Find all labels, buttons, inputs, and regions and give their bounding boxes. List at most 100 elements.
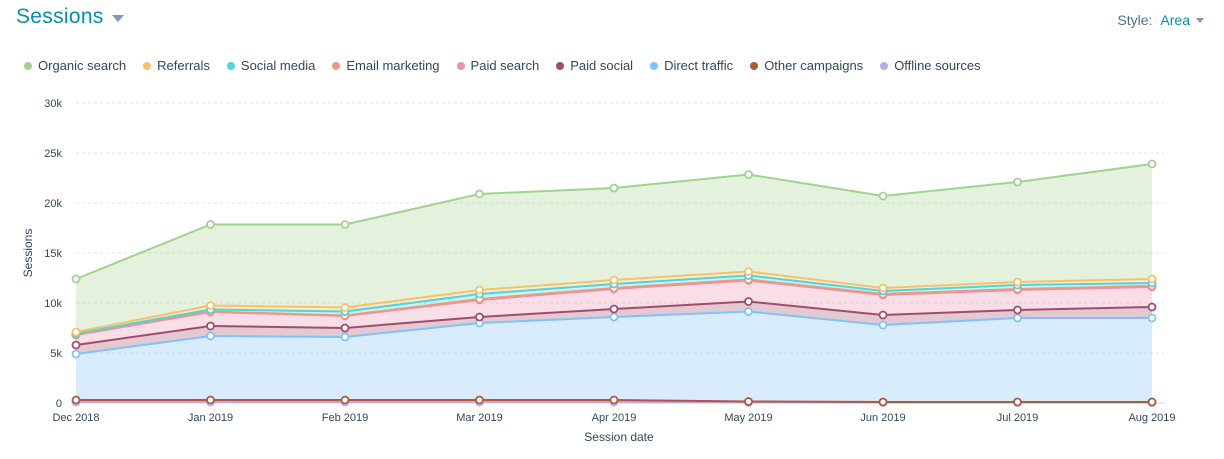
x-tick-label: Jul 2019 bbox=[997, 412, 1039, 424]
legend-dot-icon bbox=[880, 61, 889, 70]
chart-legend: Organic search Referrals Social media Email… bbox=[24, 58, 998, 73]
legend-dot-icon bbox=[332, 61, 341, 70]
data-point-organic-search bbox=[340, 220, 350, 229]
legend-label: Direct traffic bbox=[664, 58, 734, 73]
legend-dot-icon bbox=[226, 61, 235, 70]
x-tick-label: Mar 2019 bbox=[456, 412, 502, 424]
style-selector[interactable]: Style: Area bbox=[1117, 12, 1204, 28]
x-tick-label: Aug 2019 bbox=[1128, 412, 1175, 424]
data-point-direct-traffic bbox=[340, 332, 350, 342]
data-point-paid-social bbox=[744, 297, 753, 306]
area-organic-search bbox=[76, 164, 1152, 332]
legend-label: Social media bbox=[240, 58, 316, 73]
legend-dot-icon bbox=[556, 61, 565, 70]
report-header: Sessions Style: Area bbox=[0, 0, 1224, 44]
data-point-other-campaigns bbox=[71, 395, 81, 405]
legend-label: Referrals bbox=[157, 58, 210, 73]
y-tick-label: 15k bbox=[44, 248, 62, 260]
x-tick-label: Jun 2019 bbox=[860, 412, 905, 424]
data-point-referrals bbox=[1013, 277, 1022, 287]
legend-item-paid-social[interactable]: Paid social bbox=[556, 58, 633, 73]
data-point-direct-traffic bbox=[744, 307, 753, 316]
sessions-title-dropdown[interactable]: Sessions bbox=[16, 5, 124, 29]
data-point-paid-social bbox=[878, 310, 888, 320]
data-point-direct-traffic bbox=[206, 331, 215, 341]
data-point-other-campaigns bbox=[878, 397, 888, 407]
style-label: Style: bbox=[1117, 12, 1153, 28]
legend-item-other-campaigns[interactable]: Other campaigns bbox=[750, 58, 863, 73]
legend-dot-icon bbox=[750, 61, 759, 70]
data-point-paid-social bbox=[475, 312, 484, 322]
data-point-referrals bbox=[609, 275, 619, 285]
legend-dot-icon bbox=[143, 61, 152, 70]
legend-item-referrals[interactable]: Referrals bbox=[143, 58, 210, 73]
x-tick-label: Apr 2019 bbox=[592, 412, 637, 424]
data-point-paid-social bbox=[71, 340, 81, 350]
legend-label: Offline sources bbox=[894, 58, 981, 73]
data-point-other-campaigns bbox=[206, 395, 215, 405]
data-point-referrals bbox=[878, 283, 888, 293]
data-point-organic-search bbox=[71, 274, 81, 284]
y-axis-label: Sessions bbox=[21, 229, 35, 278]
legend-label: Organic search bbox=[38, 58, 127, 73]
legend-label: Other campaigns bbox=[764, 58, 864, 73]
data-point-referrals bbox=[71, 327, 81, 337]
data-point-direct-traffic bbox=[71, 349, 81, 359]
legend-item-offline-sources[interactable]: Offline sources bbox=[880, 58, 981, 73]
data-point-organic-search bbox=[206, 220, 215, 229]
y-tick-label: 0 bbox=[56, 398, 62, 410]
data-point-direct-traffic bbox=[609, 312, 619, 322]
data-point-organic-search bbox=[475, 189, 484, 199]
x-tick-label: Feb 2019 bbox=[322, 412, 368, 424]
legend-item-direct-traffic[interactable]: Direct traffic bbox=[650, 58, 733, 73]
data-point-direct-traffic bbox=[1147, 313, 1157, 323]
data-point-other-campaigns bbox=[609, 395, 619, 405]
data-point-referrals bbox=[744, 267, 753, 276]
legend-item-paid-search[interactable]: Paid search bbox=[456, 58, 540, 73]
legend-dot-icon bbox=[456, 61, 465, 70]
data-point-direct-traffic bbox=[1013, 313, 1022, 323]
x-axis-label: Session date bbox=[584, 430, 654, 444]
data-point-other-campaigns bbox=[340, 395, 350, 405]
y-tick-label: 30k bbox=[44, 98, 62, 110]
legend-label: Paid social bbox=[570, 58, 634, 73]
data-point-other-campaigns bbox=[1013, 397, 1022, 407]
legend-label: Email marketing bbox=[346, 58, 440, 73]
legend-item-social-media[interactable]: Social media bbox=[226, 58, 316, 73]
data-point-referrals bbox=[206, 301, 215, 310]
y-tick-label: 25k bbox=[44, 148, 62, 160]
data-point-organic-search bbox=[878, 191, 888, 201]
data-point-organic-search bbox=[1147, 159, 1157, 169]
x-tick-label: May 2019 bbox=[724, 412, 772, 424]
data-point-organic-search bbox=[1013, 177, 1022, 187]
x-tick-label: Jan 2019 bbox=[188, 412, 233, 424]
data-point-other-campaigns bbox=[475, 395, 484, 405]
data-point-referrals bbox=[340, 303, 350, 312]
legend-item-email-marketing[interactable]: Email marketing bbox=[332, 58, 440, 73]
y-tick-label: 5k bbox=[50, 348, 62, 360]
data-point-paid-social bbox=[340, 323, 350, 333]
caret-down-icon bbox=[111, 14, 124, 22]
y-tick-label: 20k bbox=[44, 198, 62, 210]
data-point-paid-social bbox=[609, 304, 619, 314]
caret-down-icon bbox=[1196, 17, 1204, 23]
legend-dot-icon bbox=[650, 61, 659, 70]
data-point-other-campaigns bbox=[744, 397, 753, 406]
data-point-paid-social bbox=[1013, 305, 1022, 315]
legend-item-organic-search[interactable]: Organic search bbox=[24, 58, 126, 73]
page-title: Sessions bbox=[16, 5, 104, 28]
data-point-organic-search bbox=[744, 170, 753, 179]
legend-label: Paid search bbox=[470, 58, 540, 73]
y-tick-label: 10k bbox=[44, 298, 62, 310]
data-point-referrals bbox=[475, 285, 484, 295]
area-direct-traffic bbox=[76, 311, 1152, 402]
data-point-organic-search bbox=[609, 183, 619, 193]
legend-dot-icon bbox=[24, 61, 32, 70]
x-tick-label: Dec 2018 bbox=[52, 412, 99, 424]
data-point-paid-social bbox=[1147, 302, 1157, 312]
data-point-other-campaigns bbox=[1147, 397, 1157, 407]
data-point-referrals bbox=[1147, 274, 1157, 284]
data-point-direct-traffic bbox=[878, 320, 888, 330]
style-value[interactable]: Area bbox=[1160, 12, 1190, 28]
